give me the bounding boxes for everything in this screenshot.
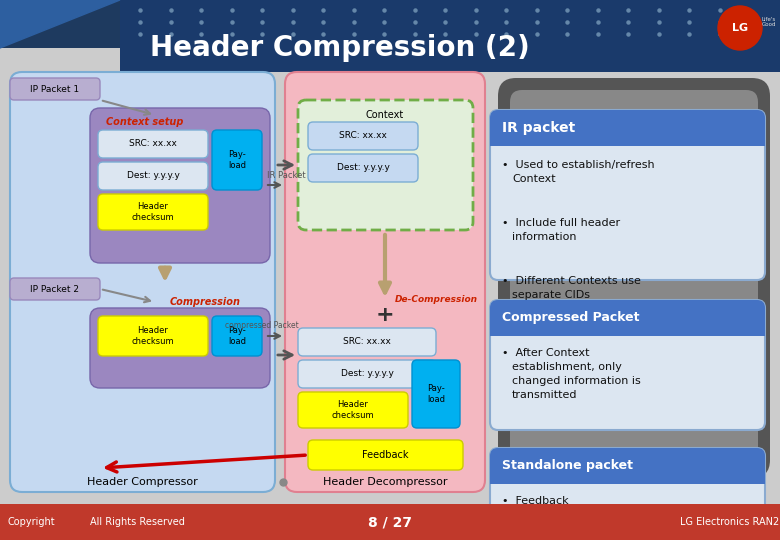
Text: separate CIDs: separate CIDs — [512, 290, 590, 300]
Text: information: information — [512, 232, 576, 242]
Text: Life's
Good: Life's Good — [762, 17, 777, 28]
Text: Header Compression (2): Header Compression (2) — [150, 34, 530, 62]
FancyBboxPatch shape — [298, 392, 408, 428]
FancyBboxPatch shape — [298, 360, 436, 388]
Text: IP Packet 2: IP Packet 2 — [30, 285, 80, 294]
Text: Compression: Compression — [169, 297, 240, 307]
Bar — [120, 0, 780, 72]
Text: Header
checksum: Header checksum — [332, 400, 374, 420]
Text: IP Packet 1: IP Packet 1 — [30, 84, 80, 93]
Text: Header Decompressor: Header Decompressor — [323, 477, 447, 487]
Text: •  Used to establish/refresh: • Used to establish/refresh — [502, 160, 654, 170]
FancyBboxPatch shape — [498, 78, 770, 478]
Text: changed information is: changed information is — [512, 376, 640, 386]
Bar — [0, 0, 780, 48]
Text: +: + — [376, 305, 395, 325]
FancyBboxPatch shape — [490, 300, 765, 430]
FancyBboxPatch shape — [98, 316, 208, 356]
FancyBboxPatch shape — [298, 328, 436, 356]
Text: Standalone packet: Standalone packet — [502, 460, 633, 472]
FancyBboxPatch shape — [98, 130, 208, 158]
Text: LG: LG — [732, 23, 748, 33]
FancyBboxPatch shape — [212, 130, 262, 190]
Text: Context setup: Context setup — [106, 117, 183, 127]
FancyBboxPatch shape — [308, 154, 418, 182]
Bar — [490, 466, 765, 484]
Text: SRC: xx.xx: SRC: xx.xx — [129, 139, 177, 148]
Bar — [490, 318, 765, 336]
FancyBboxPatch shape — [10, 78, 100, 100]
Text: Header
checksum: Header checksum — [132, 202, 174, 222]
FancyBboxPatch shape — [285, 72, 485, 492]
FancyBboxPatch shape — [510, 90, 758, 466]
Text: Dest: y.y.y.y: Dest: y.y.y.y — [336, 164, 389, 172]
FancyBboxPatch shape — [490, 110, 765, 146]
Text: SRC: xx.xx: SRC: xx.xx — [339, 132, 387, 140]
FancyBboxPatch shape — [412, 360, 460, 428]
Text: Feedback: Feedback — [362, 450, 408, 460]
FancyBboxPatch shape — [308, 122, 418, 150]
Text: Header
checksum: Header checksum — [132, 326, 174, 346]
Text: LG Electronics RAN2 Team: LG Electronics RAN2 Team — [680, 517, 780, 527]
Text: Context: Context — [512, 174, 555, 184]
Text: •  Feedback: • Feedback — [502, 496, 569, 506]
Text: •  Include full header: • Include full header — [502, 218, 620, 228]
Text: •  Different Contexts use: • Different Contexts use — [502, 276, 641, 286]
FancyBboxPatch shape — [308, 440, 463, 470]
Text: All Rights Reserved: All Rights Reserved — [90, 517, 185, 527]
FancyBboxPatch shape — [90, 308, 270, 388]
Text: IR Packet: IR Packet — [267, 171, 306, 180]
Text: Pay-
load: Pay- load — [228, 326, 246, 346]
Text: 8 / 27: 8 / 27 — [368, 515, 412, 529]
Text: Context: Context — [366, 110, 404, 120]
Text: Compressed Packet: Compressed Packet — [502, 312, 640, 325]
FancyBboxPatch shape — [10, 278, 100, 300]
Text: compressed Packet: compressed Packet — [225, 321, 299, 330]
Text: Pay-
load: Pay- load — [427, 384, 445, 404]
Circle shape — [718, 6, 762, 50]
Text: •  After Context: • After Context — [502, 348, 590, 358]
FancyBboxPatch shape — [490, 448, 765, 484]
Text: Copyright: Copyright — [8, 517, 55, 527]
Text: transmitted: transmitted — [512, 390, 577, 400]
Text: IR packet: IR packet — [502, 121, 576, 135]
FancyBboxPatch shape — [98, 162, 208, 190]
FancyBboxPatch shape — [490, 110, 765, 280]
Text: Pay-
load: Pay- load — [228, 150, 246, 170]
FancyBboxPatch shape — [90, 108, 270, 263]
Text: SRC: xx.xx: SRC: xx.xx — [343, 338, 391, 347]
FancyBboxPatch shape — [10, 72, 275, 492]
Text: establishment, only: establishment, only — [512, 362, 622, 372]
Text: Dest: y.y.y.y: Dest: y.y.y.y — [341, 369, 393, 379]
FancyBboxPatch shape — [212, 316, 262, 356]
Text: De-Compression: De-Compression — [395, 295, 478, 305]
FancyBboxPatch shape — [98, 194, 208, 230]
Polygon shape — [0, 0, 120, 48]
Text: Dest: y.y.y.y: Dest: y.y.y.y — [126, 172, 179, 180]
FancyBboxPatch shape — [490, 448, 765, 528]
Bar — [490, 128, 765, 146]
FancyBboxPatch shape — [490, 300, 765, 336]
FancyBboxPatch shape — [298, 100, 473, 230]
Text: Header Compressor: Header Compressor — [87, 477, 197, 487]
Bar — [0, 504, 780, 540]
